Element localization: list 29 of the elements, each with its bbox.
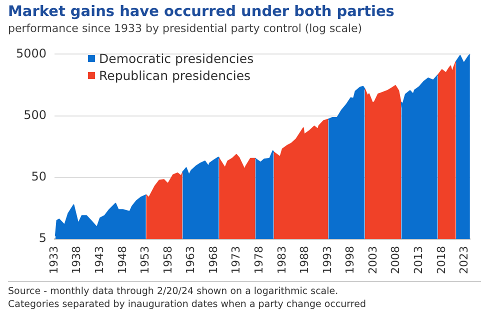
y-tick-label: 50 — [31, 170, 47, 184]
x-tick-label: 2018 — [434, 246, 448, 274]
x-tick-label: 1958 — [161, 246, 174, 274]
x-tick-label: 2023 — [458, 246, 471, 274]
y-tick-label: 5000 — [16, 46, 47, 60]
x-tick-label: 1978 — [252, 246, 266, 274]
chart-title: Market gains have occurred under both parties — [8, 4, 396, 20]
x-tick-label: 1968 — [206, 246, 220, 274]
x-tick-label: 1988 — [298, 246, 312, 274]
x-tick-label: 2013 — [412, 246, 425, 274]
x-tick-label: 1943 — [92, 246, 106, 274]
x-tick-label: 1973 — [230, 246, 243, 274]
x-tick-label: 1983 — [275, 246, 288, 274]
x-tick-label: 1948 — [116, 246, 129, 274]
x-tick-label: 2003 — [366, 246, 380, 274]
x-tick-label: 1933 — [47, 246, 60, 274]
legend-label: Democratic presidencies — [99, 51, 254, 66]
x-tick-label: 1938 — [70, 246, 84, 274]
y-tick-label: 5 — [38, 231, 47, 246]
legend-label: Republican presidencies — [99, 68, 251, 83]
y-tick-label: 500 — [24, 108, 47, 122]
chart-subtitle: performance since 1933 by presidential party control (log scale) — [8, 22, 364, 35]
x-tick-label: 1953 — [138, 246, 152, 274]
source-note: Source - monthly data through 2/20/24 shown on a logarithmic scale. — [8, 285, 340, 298]
x-tick-label: 1993 — [320, 246, 334, 274]
x-tick-label: 1998 — [344, 246, 357, 274]
x-tick-label: 1963 — [184, 246, 198, 274]
text: Categories separated by inauguration dates when a party change occurred — [8, 298, 367, 311]
x-tick-label: 2008 — [389, 246, 402, 274]
